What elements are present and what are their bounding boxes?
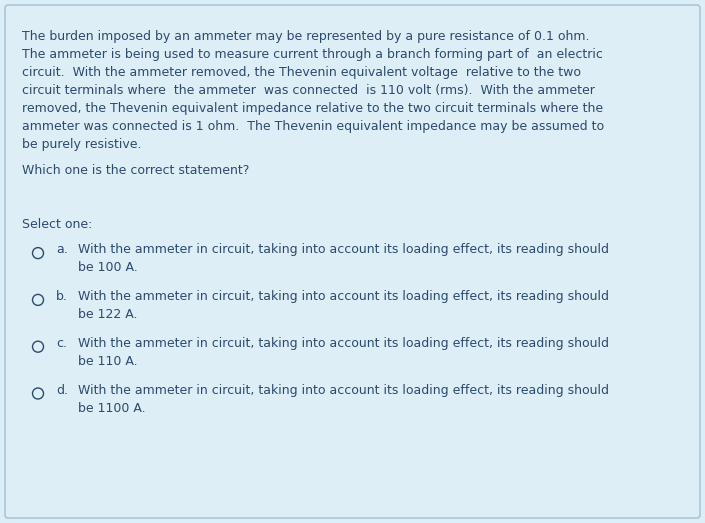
Text: removed, the Thevenin equivalent impedance relative to the two circuit terminals: removed, the Thevenin equivalent impedan… xyxy=(22,102,603,115)
Text: b.: b. xyxy=(56,290,68,303)
Text: be purely resistive.: be purely resistive. xyxy=(22,138,142,151)
Text: Select one:: Select one: xyxy=(22,218,92,231)
Text: d.: d. xyxy=(56,383,68,396)
Text: be 100 A.: be 100 A. xyxy=(78,261,137,274)
Text: With the ammeter in circuit, taking into account its loading effect, its reading: With the ammeter in circuit, taking into… xyxy=(78,290,609,303)
Text: With the ammeter in circuit, taking into account its loading effect, its reading: With the ammeter in circuit, taking into… xyxy=(78,337,609,350)
Text: be 110 A.: be 110 A. xyxy=(78,355,137,368)
Text: circuit.  With the ammeter removed, the Thevenin equivalent voltage  relative to: circuit. With the ammeter removed, the T… xyxy=(22,66,581,79)
Text: With the ammeter in circuit, taking into account its loading effect, its reading: With the ammeter in circuit, taking into… xyxy=(78,383,609,396)
Text: be 122 A.: be 122 A. xyxy=(78,308,137,321)
Text: circuit terminals where  the ammeter  was connected  is 110 volt (rms).  With th: circuit terminals where the ammeter was … xyxy=(22,84,595,97)
Text: ammeter was connected is 1 ohm.  The Thevenin equivalent impedance may be assume: ammeter was connected is 1 ohm. The Thev… xyxy=(22,120,604,133)
Text: a.: a. xyxy=(56,243,68,256)
Text: Which one is the correct statement?: Which one is the correct statement? xyxy=(22,164,250,177)
Text: The ammeter is being used to measure current through a branch forming part of  a: The ammeter is being used to measure cur… xyxy=(22,48,603,61)
FancyBboxPatch shape xyxy=(5,5,700,518)
Text: The burden imposed by an ammeter may be represented by a pure resistance of 0.1 : The burden imposed by an ammeter may be … xyxy=(22,30,589,43)
Text: be 1100 A.: be 1100 A. xyxy=(78,402,146,415)
Text: c.: c. xyxy=(56,337,67,350)
Text: With the ammeter in circuit, taking into account its loading effect, its reading: With the ammeter in circuit, taking into… xyxy=(78,243,609,256)
